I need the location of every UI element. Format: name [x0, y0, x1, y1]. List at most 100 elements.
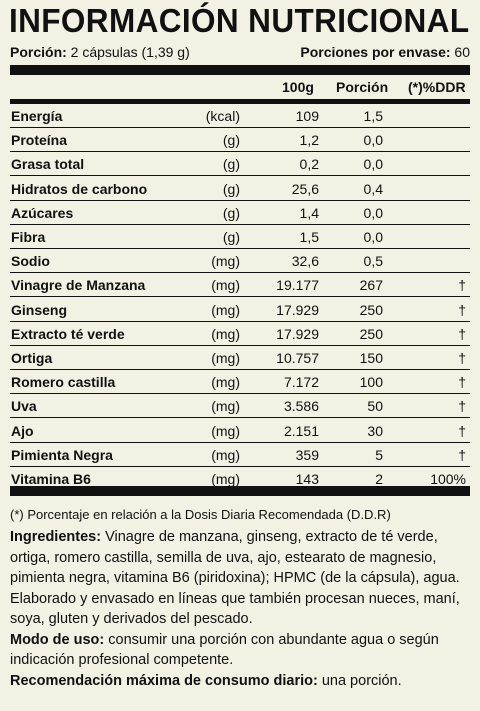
nutrient-name: Fibra [11, 229, 46, 245]
nutrient-name: Hidratos de carbono [11, 180, 148, 197]
nutrient-unit: (mg) [211, 253, 240, 270]
ingredients-paragraph: Ingredientes: Vinagre de manzana, ginsen… [10, 527, 470, 589]
nutrient-per-portion: 0,0 [363, 229, 383, 245]
nutrient-per-portion: 100 [359, 374, 383, 391]
portion-value: 2 cápsulas (1,39 g) [70, 44, 190, 60]
nutrient-unit: (mg) [211, 277, 240, 294]
nutrient-unit: (mg) [211, 446, 240, 463]
header-divider [10, 99, 470, 104]
panel-title: INFORMACIÓN NUTRICIONAL [9, 2, 470, 39]
nutrient-unit: (g) [222, 229, 240, 245]
max-recommendation-paragraph: Recomendación máxima de consumo diario: … [10, 671, 470, 692]
nutrient-ddr: † [458, 350, 466, 366]
nutrient-unit: (g) [222, 156, 240, 173]
nutrient-name: Azúcares [11, 204, 74, 221]
nutrient-per-portion: 0,5 [363, 253, 383, 270]
ingredients-text: Vinagre de manzana, ginseng, extracto de… [10, 529, 460, 586]
nutrient-name: Vitamina B6 [11, 471, 91, 487]
nutrient-row: Hidratos de carbono (g) 25,6 0,4 [10, 177, 470, 201]
nutrient-per-100g: 25,6 [291, 180, 319, 197]
nutrient-row: Ortiga (mg) 10.757 150 † [10, 346, 470, 370]
nutrient-unit: (mg) [211, 422, 240, 439]
nutrient-per-portion: 150 [359, 350, 383, 366]
nutrient-row: Vitamina B6 (mg) 143 2 100% [10, 467, 470, 491]
nutrient-per-100g: 109 [295, 108, 319, 124]
nutrient-per-100g: 7.172 [283, 374, 319, 391]
max-recommendation-label: Recomendación máxima de consumo diario: [10, 672, 318, 689]
nutrient-per-portion: 250 [359, 301, 383, 318]
nutrient-per-portion: 0,0 [363, 132, 383, 149]
nutrient-unit: (mg) [211, 350, 240, 366]
nutrient-per-100g: 10.757 [276, 350, 319, 366]
nutrient-ddr: † [458, 446, 466, 463]
nutrient-name: Pimienta Negra [11, 446, 113, 463]
nutrient-name: Grasa total [11, 156, 85, 173]
nutrient-per-100g: 17.929 [276, 325, 319, 342]
nutrient-unit: (mg) [211, 398, 240, 415]
nutrient-unit: (g) [222, 180, 240, 197]
nutrient-name: Energía [11, 108, 63, 124]
bottom-thick-divider [10, 486, 470, 496]
nutrient-row: Extracto té verde (mg) 17.929 250 † [10, 322, 470, 346]
usage-paragraph: Modo de uso: consumir una porción con ab… [10, 630, 470, 671]
nutrient-per-portion: 250 [359, 325, 383, 342]
nutrient-row: Energía (kcal) 109 1,5 [10, 104, 470, 128]
allergen-statement: Elaborado y envasado en líneas que tambi… [10, 590, 460, 628]
nutrient-per-portion: 5 [375, 446, 383, 463]
nutrient-unit: (g) [222, 132, 240, 149]
nutrient-row: Uva (mg) 3.586 50 † [10, 394, 470, 419]
nutrient-per-100g: 143 [295, 471, 319, 487]
nutrient-ddr: † [458, 277, 466, 294]
column-header-portion: Porción [336, 79, 389, 95]
nutrient-per-100g: 19.177 [276, 277, 319, 294]
nutrient-per-100g: 3.586 [283, 398, 319, 415]
servings-per-container: Porciones por envase: 60 [300, 44, 470, 61]
nutrient-name: Ajo [11, 422, 34, 439]
nutrient-unit: (mg) [211, 301, 240, 318]
servings-per-container-label: Porciones por envase: [300, 44, 451, 60]
nutrient-per-100g: 0,2 [299, 156, 319, 173]
nutrient-per-portion: 30 [367, 422, 383, 439]
nutrient-name: Proteína [11, 132, 68, 149]
nutrient-row: Ginseng (mg) 17.929 250 † [10, 298, 470, 322]
nutrient-per-100g: 1,2 [299, 132, 319, 149]
nutrient-row: Sodio (mg) 32,6 0,5 [10, 249, 470, 274]
nutrient-unit: (g) [222, 204, 240, 221]
nutrient-name: Ginseng [11, 301, 68, 318]
nutrient-row: Romero castilla (mg) 7.172 100 † [10, 370, 470, 395]
nutrient-name: Romero castilla [11, 374, 116, 391]
nutrient-unit: (mg) [211, 374, 240, 391]
nutrient-ddr: † [458, 301, 466, 318]
usage-text: consumir una porción con abundante agua … [10, 631, 439, 669]
nutrient-per-100g: 32,6 [291, 253, 319, 270]
nutrient-unit: (mg) [211, 325, 240, 342]
nutrient-per-100g: 359 [295, 446, 319, 463]
portion-label: Porción: [10, 44, 67, 60]
nutrient-ddr: † [458, 422, 466, 439]
nutrient-unit: (kcal) [205, 108, 240, 124]
max-recommendation-text: una porción. [317, 672, 402, 689]
nutrient-name: Sodio [11, 253, 50, 270]
nutrient-row: Vinagre de Manzana (mg) 19.177 267 † [10, 273, 470, 298]
nutrient-per-portion: 1,5 [363, 108, 383, 124]
nutrient-per-100g: 1,5 [299, 229, 319, 245]
nutrient-ddr: 100% [430, 471, 466, 487]
nutrient-ddr: † [458, 398, 466, 415]
servings-per-container-value: 60 [454, 44, 470, 60]
ddr-footnote: (*) Porcentaje en relación a la Dosis Di… [10, 507, 391, 522]
portion-size: Porción: 2 cápsulas (1,39 g) [10, 44, 190, 61]
nutrient-name: Ortiga [11, 350, 53, 366]
nutrient-per-portion: 50 [367, 398, 383, 415]
nutrient-row: Azúcares (g) 1,4 0,0 [10, 201, 470, 225]
nutrient-ddr: † [458, 374, 466, 391]
nutrient-row: Grasa total (g) 0,2 0,0 [10, 152, 470, 177]
nutrient-per-portion: 0,0 [363, 156, 383, 173]
nutrient-per-portion: 2 [375, 471, 383, 487]
ingredients-label: Ingredientes: [10, 529, 102, 545]
nutrient-name: Extracto té verde [11, 325, 125, 342]
nutrient-row: Ajo (mg) 2.151 30 † [10, 419, 470, 443]
column-header-100g: 100g [282, 79, 314, 95]
nutrient-per-100g: 2.151 [283, 422, 319, 439]
nutrient-ddr: † [458, 325, 466, 342]
